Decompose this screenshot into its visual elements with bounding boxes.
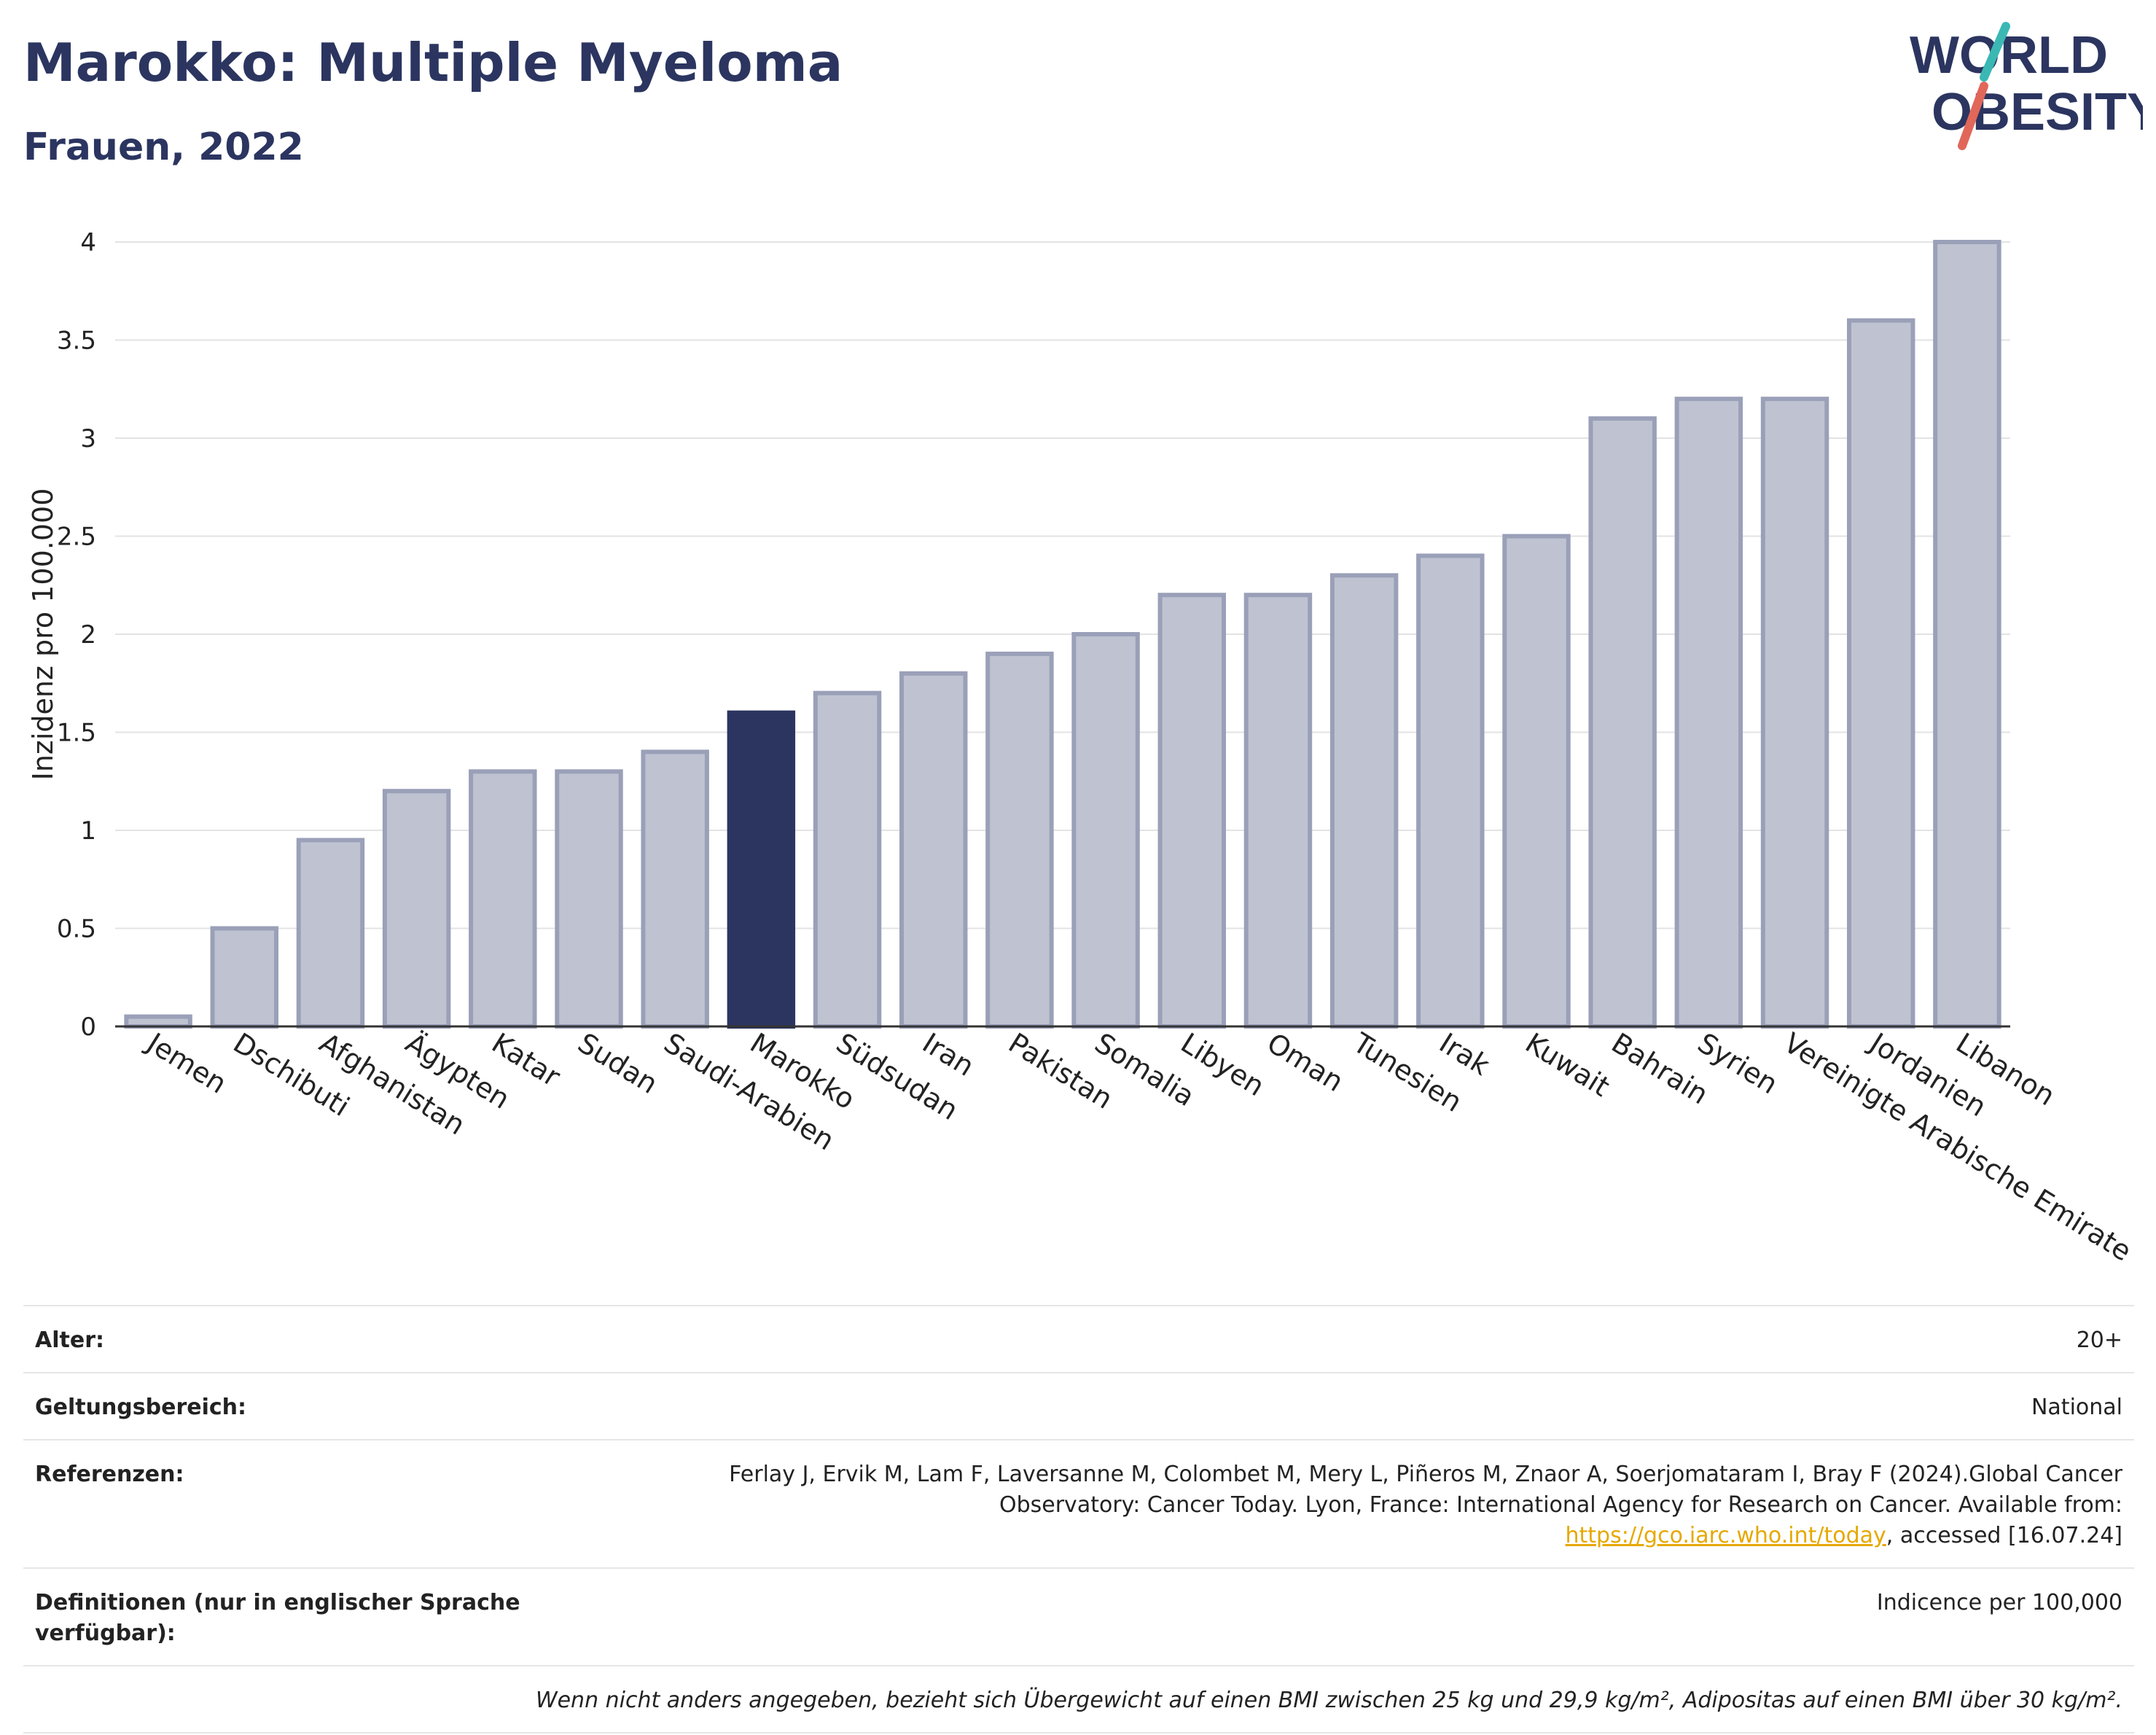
bar: [727, 710, 796, 1029]
references-value: Ferlay J, Ervik M, Lam F, Laversanne M, …: [665, 1459, 2122, 1551]
bar: [296, 838, 365, 1029]
y-tick-label: 2: [80, 620, 96, 650]
logo-text-world: WORLD: [1910, 26, 2108, 85]
y-tick-label: 0.5: [57, 915, 96, 944]
meta-row-note: Wenn nicht anders angegeben, bezieht sic…: [23, 1665, 2134, 1734]
y-tick-label: 4: [80, 228, 96, 257]
age-value: 20+: [2076, 1327, 2122, 1353]
bar: [985, 651, 1054, 1029]
bar: [1674, 397, 1743, 1029]
bar: [555, 769, 623, 1029]
references-link[interactable]: https://gco.iarc.who.int/today: [1565, 1523, 1886, 1548]
references-label: Referenzen:: [35, 1462, 184, 1487]
bar-chart: 0 0.5 1 1.5 2 2.5 3 3.5 4 Inzidenz pro 100.000 Jem…: [27, 228, 2137, 1268]
bar: [1588, 416, 1657, 1029]
bmi-note: Wenn nicht anders angegeben, bezieht sic…: [535, 1688, 2122, 1713]
bar: [210, 926, 278, 1029]
y-axis-label: Inzidenz pro 100.000: [27, 488, 59, 781]
world-obesity-logo: WORLD OBESITY: [1910, 22, 2143, 150]
bar: [813, 690, 882, 1029]
x-tick-label: Iran: [917, 1026, 980, 1083]
bar: [1157, 593, 1226, 1029]
references-accessed: , accessed [16.07.24]: [1886, 1523, 2122, 1548]
bar: [1243, 593, 1313, 1029]
x-tick-label: Sudan: [572, 1026, 663, 1100]
logo-slash-coral: [1958, 82, 1988, 150]
bar: [641, 749, 709, 1029]
bar: [1760, 397, 1829, 1029]
y-tick-label: 0: [80, 1013, 96, 1042]
y-tick-label: 3.5: [57, 327, 96, 356]
definitions-label: Definitionen (nur in englischer Sprache …: [35, 1590, 520, 1646]
meta-row-age: Alter: 20+: [23, 1305, 2134, 1372]
bar: [1329, 573, 1399, 1029]
y-tick-label: 3: [80, 424, 96, 453]
scope-label: Geltungsbereich:: [35, 1395, 247, 1420]
x-tick-label: Oman: [1262, 1026, 1349, 1098]
definitions-value: Indicence per 100,000: [1876, 1590, 2122, 1615]
x-tick-label: Kuwait: [1520, 1026, 1615, 1103]
x-tick-label: Vereinigte Arabische Emirate: [1778, 1026, 2137, 1267]
page-title: Marokko: Multiple Myeloma: [23, 32, 843, 93]
bar: [899, 671, 968, 1029]
scope-value: National: [2031, 1395, 2122, 1420]
bar: [1502, 534, 1571, 1029]
references-text: Ferlay J, Ervik M, Lam F, Laversanne M, …: [729, 1462, 2122, 1518]
meta-row-references: Referenzen: Ferlay J, Ervik M, Lam F, La…: [23, 1439, 2134, 1567]
meta-row-definitions: Definitionen (nur in englischer Sprache …: [23, 1567, 2134, 1665]
meta-row-scope: Geltungsbereich: National: [23, 1372, 2134, 1439]
bar: [124, 1014, 192, 1029]
x-tick-label: Irak: [1434, 1026, 1495, 1082]
y-tick-label: 1.5: [57, 719, 96, 748]
metadata-table: Alter: 20+ Geltungsbereich: National Ref…: [23, 1305, 2134, 1734]
y-tick-label: 1: [80, 816, 96, 846]
bar: [1071, 632, 1140, 1029]
bar: [382, 789, 451, 1029]
bar: [1933, 240, 2001, 1029]
bar: [469, 769, 537, 1029]
page-subtitle: Frauen, 2022: [23, 125, 304, 169]
bar: [1847, 318, 1915, 1029]
x-tick-label: Jemen: [141, 1026, 233, 1099]
logo-slash-teal: [1980, 22, 2010, 82]
x-tick-label: Bahrain: [1606, 1026, 1714, 1110]
y-tick-label: 2.5: [57, 523, 96, 552]
bar: [1416, 553, 1485, 1029]
age-label: Alter:: [35, 1327, 104, 1353]
